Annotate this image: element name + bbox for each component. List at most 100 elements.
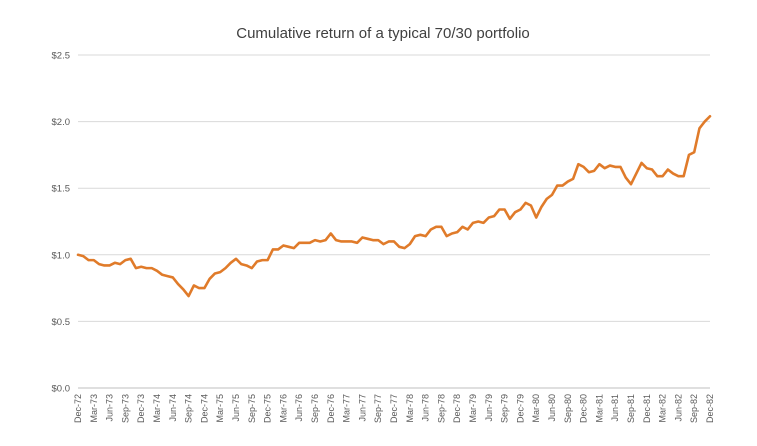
x-tick-label: Dec-76 (326, 394, 336, 423)
data-point (140, 266, 142, 268)
data-point (445, 235, 447, 237)
x-tick-label: Sep-73 (120, 394, 130, 423)
data-point (330, 232, 332, 234)
data-point (567, 180, 569, 182)
x-tick-label: Mar-81 (594, 394, 604, 423)
x-tick-label: Sep-75 (247, 394, 257, 423)
data-point (546, 198, 548, 200)
data-point (530, 204, 532, 206)
y-tick-label: $0.0 (52, 384, 71, 395)
data-point (598, 163, 600, 165)
x-tick-label: Mar-74 (152, 394, 162, 423)
data-point (482, 222, 484, 224)
data-point (114, 262, 116, 264)
data-point (661, 175, 663, 177)
data-point (208, 278, 210, 280)
data-point (129, 258, 131, 260)
x-tick-label: Mar-76 (278, 394, 288, 423)
data-point (77, 254, 79, 256)
x-tick-label: Sep-81 (626, 394, 636, 423)
data-point (177, 283, 179, 285)
data-point (709, 115, 711, 117)
y-tick-label: $1.0 (52, 250, 71, 261)
data-point (314, 239, 316, 241)
data-point (514, 211, 516, 213)
data-point (614, 166, 616, 168)
data-point (503, 208, 505, 210)
x-tick-label: Mar-75 (215, 394, 225, 423)
chart-title: Cumulative return of a typical 70/30 por… (236, 25, 530, 42)
x-tick-label: Jun-82 (673, 394, 683, 422)
data-point (498, 208, 500, 210)
data-point (519, 208, 521, 210)
y-tick-label: $1.5 (52, 184, 71, 195)
data-point (603, 167, 605, 169)
x-tick-label: Mar-77 (342, 394, 352, 423)
data-point (230, 262, 232, 264)
data-point (287, 246, 289, 248)
x-tick-label: Jun-80 (547, 394, 557, 422)
data-point (261, 259, 263, 261)
data-point (524, 202, 526, 204)
data-point (119, 263, 121, 265)
data-point (214, 272, 216, 274)
x-tick-label: Jun-78 (421, 394, 431, 422)
x-tick-label: Jun-74 (168, 394, 178, 422)
data-point (403, 247, 405, 249)
data-point (293, 247, 295, 249)
data-point (393, 240, 395, 242)
data-point (166, 275, 168, 277)
x-tick-label: Jun-73 (105, 394, 115, 422)
data-point (593, 170, 595, 172)
data-point (540, 206, 542, 208)
data-point (324, 239, 326, 241)
data-point (582, 166, 584, 168)
data-point (693, 151, 695, 153)
data-point (588, 171, 590, 173)
data-point (187, 295, 189, 297)
x-tick-label: Dec-72 (73, 394, 83, 423)
x-tick-label: Sep-76 (310, 394, 320, 423)
data-point (572, 178, 574, 180)
x-tick-label: Sep-78 (436, 394, 446, 423)
data-point (698, 127, 700, 129)
data-point (282, 244, 284, 246)
data-point (430, 228, 432, 230)
data-point (646, 167, 648, 169)
data-point (651, 168, 653, 170)
data-point (356, 242, 358, 244)
data-point (224, 267, 226, 269)
data-point (456, 231, 458, 233)
x-tick-label: Sep-74 (184, 394, 194, 423)
data-point (135, 267, 137, 269)
data-point (640, 162, 642, 164)
data-point (272, 248, 274, 250)
data-point (319, 240, 321, 242)
data-point (303, 242, 305, 244)
data-point (145, 267, 147, 269)
data-point (87, 259, 89, 261)
data-point (656, 175, 658, 177)
x-tick-label: Mar-80 (531, 394, 541, 423)
data-point (409, 243, 411, 245)
data-point (340, 240, 342, 242)
y-tick-label: $2.0 (52, 117, 71, 128)
x-tick-label: Sep-79 (500, 394, 510, 423)
x-tick-label: Sep-80 (563, 394, 573, 423)
x-tick-label: Dec-80 (579, 394, 589, 423)
data-point (451, 232, 453, 234)
data-point (98, 263, 100, 265)
x-tick-label: Sep-77 (373, 394, 383, 423)
data-point (235, 258, 237, 260)
data-point (82, 255, 84, 257)
x-tick-label: Mar-82 (658, 394, 668, 423)
data-point (219, 271, 221, 273)
data-point (193, 284, 195, 286)
data-point (398, 246, 400, 248)
data-point (240, 263, 242, 265)
x-tick-label: Dec-74 (199, 394, 209, 423)
data-point (461, 226, 463, 228)
x-tick-label: Dec-79 (515, 394, 525, 423)
data-point (435, 226, 437, 228)
